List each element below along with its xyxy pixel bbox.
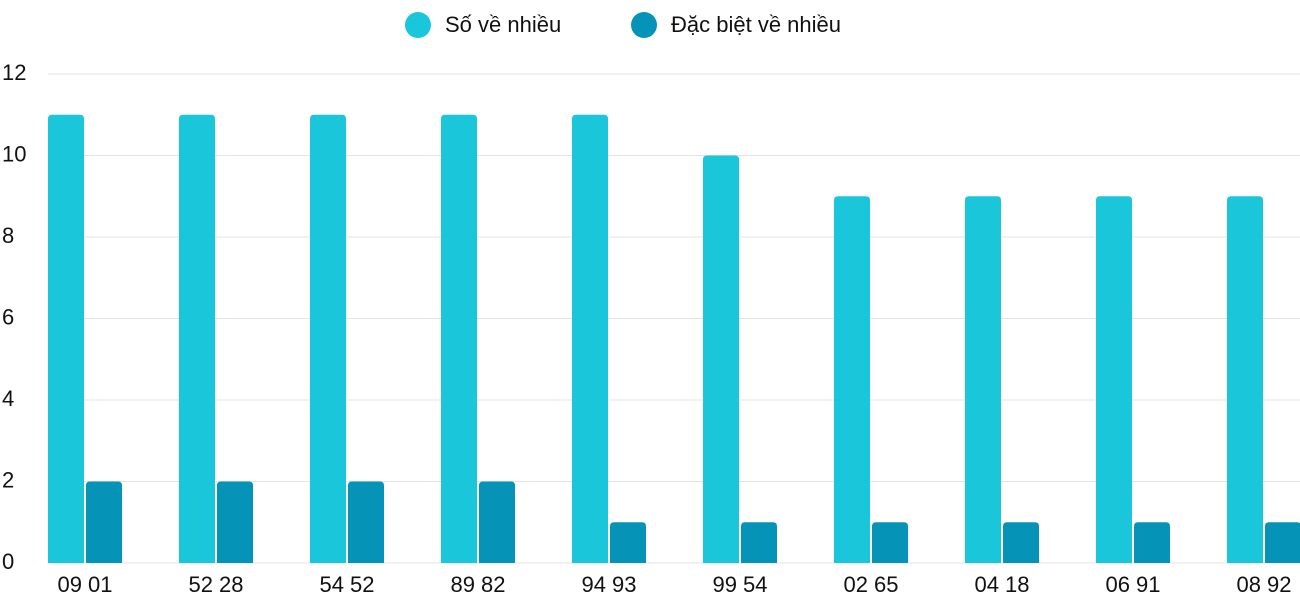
x-tick-label: 99 54 [712,572,767,597]
x-tick-label: 89 82 [450,572,505,597]
legend-marker [631,12,657,38]
legend-label: Số về nhiều [445,12,561,37]
legend-marker [405,12,431,38]
y-tick-label: 8 [2,223,14,248]
bar [572,114,608,563]
bar [834,196,870,563]
y-tick-label: 4 [2,386,14,411]
x-tick-label: 09 01 [57,572,112,597]
bar [310,114,346,563]
bar [217,481,253,563]
bar [179,114,215,563]
bar [1265,522,1300,563]
x-tick-label: 08 92 [1236,572,1291,597]
x-tick-label: 52 28 [188,572,243,597]
bar [1096,196,1132,563]
y-tick-label: 10 [2,141,26,166]
y-tick-label: 0 [2,549,14,574]
bar [348,481,384,563]
x-tick-label: 06 91 [1105,572,1160,597]
bar [48,114,84,563]
x-tick-label: 54 52 [319,572,374,597]
y-tick-label: 2 [2,467,14,492]
x-tick-label: 04 18 [974,572,1029,597]
bar [479,481,515,563]
bar [872,522,908,563]
bar [610,522,646,563]
x-tick-label: 02 65 [843,572,898,597]
bar [1227,196,1263,563]
bar [703,155,739,563]
bar [1003,522,1039,563]
bar [441,114,477,563]
x-tick-label: 94 93 [581,572,636,597]
legend-label: Đặc biệt về nhiều [671,12,841,37]
bar [741,522,777,563]
bar [86,481,122,563]
y-tick-label: 6 [2,304,14,329]
bar [1134,522,1170,563]
bar [965,196,1001,563]
y-tick-label: 12 [2,60,26,85]
